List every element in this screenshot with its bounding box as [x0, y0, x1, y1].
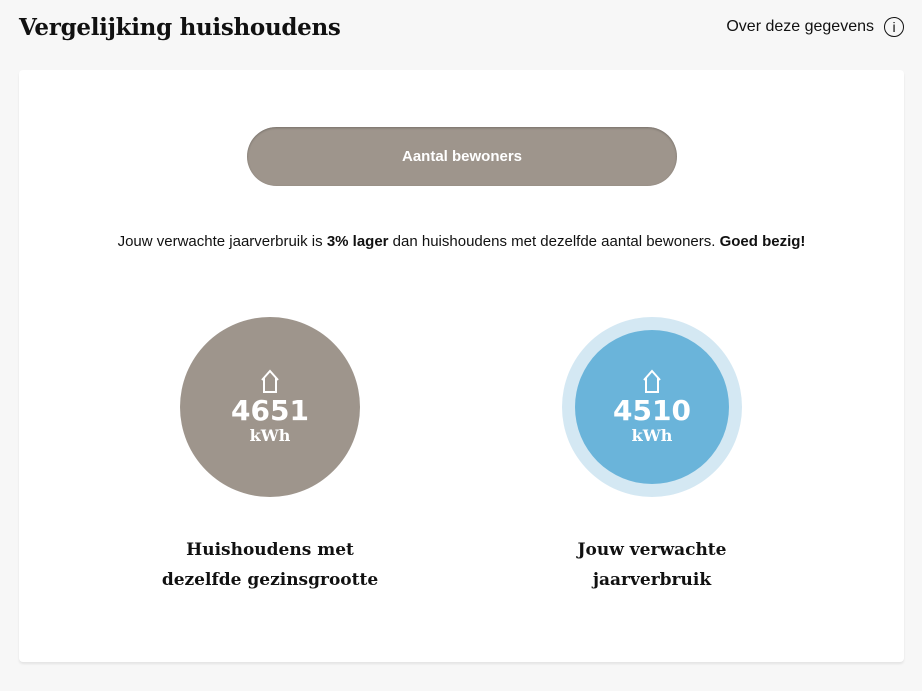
households-usage-unit: kWh: [249, 426, 291, 445]
residents-toggle-button[interactable]: Aantal bewoners: [247, 127, 677, 186]
house-icon: [261, 369, 279, 393]
caption-line: Jouw verwachte: [577, 540, 727, 560]
info-icon[interactable]: i: [884, 17, 904, 37]
about-data-link[interactable]: Over deze gegevens i: [726, 17, 904, 37]
comparison-card: Aantal bewoners Jouw verwachte jaarverbr…: [19, 70, 904, 662]
your-usage-unit: kWh: [631, 426, 673, 445]
message-percentage: 3% lager: [326, 233, 389, 250]
caption-line: Huishoudens met: [186, 540, 354, 560]
caption-line: jaarverbruik: [592, 570, 712, 590]
households-usage-value: 4651: [231, 394, 309, 427]
your-usage-caption: Jouw verwachte jaarverbruik: [502, 535, 802, 595]
your-usage-circle: 4510 kWh: [575, 330, 729, 484]
comparison-message: Jouw verwachte jaarverbruik is 3% lager …: [19, 233, 904, 250]
caption-line: dezelfde gezinsgrootte: [161, 570, 379, 590]
households-caption: Huishoudens met dezelfde gezinsgrootte: [120, 535, 420, 595]
page-title: Vergelijking huishoudens: [19, 14, 341, 41]
message-text: Jouw verwachte jaarverbruik is: [117, 233, 327, 250]
about-data-label: Over deze gegevens: [726, 18, 874, 35]
message-praise: Goed bezig!: [719, 233, 806, 250]
house-icon: [643, 369, 661, 393]
message-text-mid: dan huishoudens met dezelfde aantal bewo…: [388, 233, 720, 250]
households-usage-circle: 4651 kWh: [180, 317, 360, 497]
your-usage-value: 4510: [613, 394, 691, 427]
